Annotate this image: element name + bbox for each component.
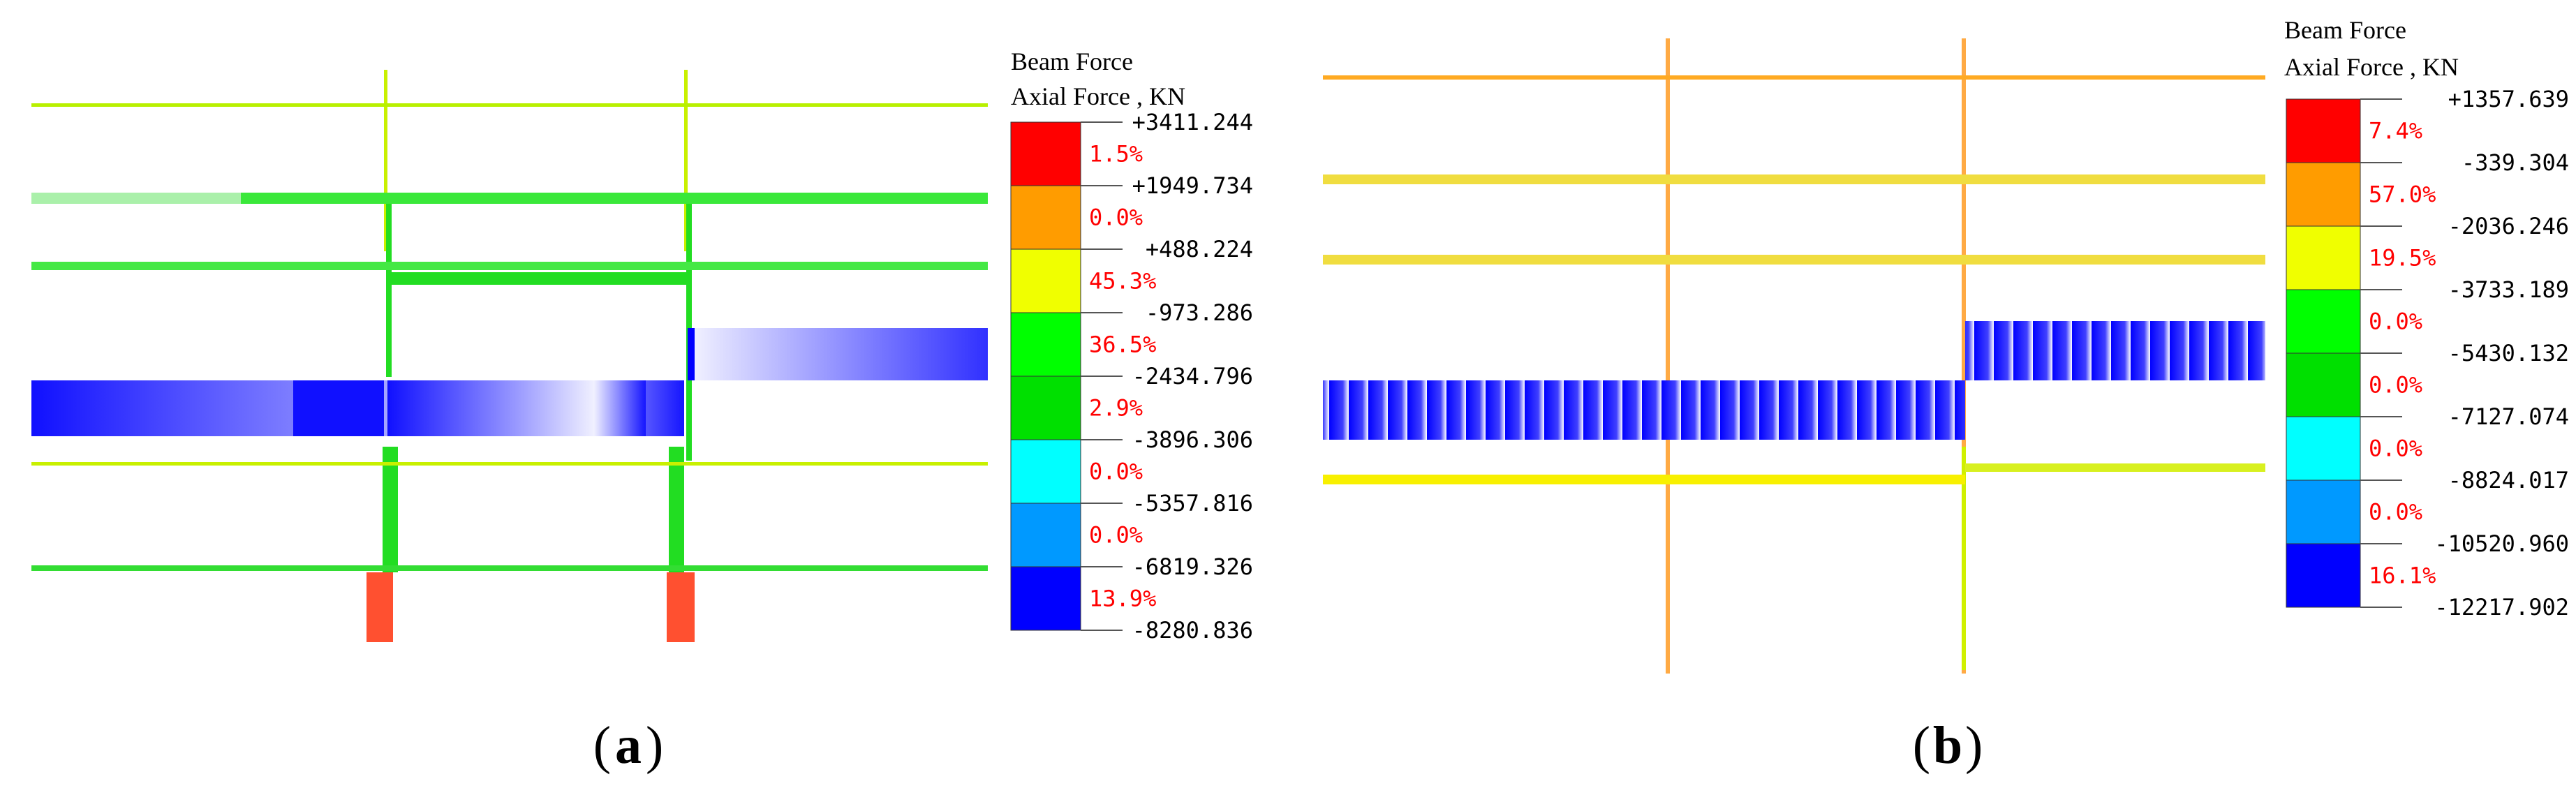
legend-b-percent: 7.4% [2369,118,2422,144]
legend-a-swatch [1010,185,1081,250]
legend-b: Beam Force Axial Force , KN +1357.639 -33… [2284,16,2569,620]
caption-b: ( b ) [1913,716,1983,775]
compression-block-b-left [1323,380,1965,440]
legend-b-value: -7127.074 [2448,403,2569,430]
legend-b-percent: 16.1% [2369,563,2436,589]
compression-block-left-2 [387,380,646,436]
panel-a-diagram [31,70,988,642]
compression-block-left-mid [293,380,384,436]
legend-a-swatch [1010,566,1081,631]
legend-a-percent: 45.3% [1089,268,1156,295]
compression-block-right-edge [688,328,695,380]
column-left-upper [384,70,387,251]
legend-a-value: -8280.836 [1132,617,1253,644]
legend-a-swatch [1010,503,1081,567]
legend-b-percent: 0.0% [2369,436,2422,462]
legend-a-percent: 1.5% [1089,141,1143,168]
beam-level-6 [31,565,988,571]
legend-b-swatch [2286,162,2361,227]
legend-b-value: -5430.132 [2448,340,2569,366]
legend-a-percent: 0.0% [1089,522,1143,549]
legend-a-value: -5357.816 [1132,490,1253,516]
legend-b-swatch [2286,225,2361,290]
tension-pile-right [667,572,695,642]
svg-text:(: ( [593,716,611,775]
legend-a-percent: 0.0% [1089,205,1143,231]
legend-b-swatch [2286,480,2361,544]
legend-b-percent: 19.5% [2369,245,2436,272]
beam-level-1 [31,103,988,107]
column-b-left [1666,38,1670,674]
legend-a-value: -973.286 [1146,299,1253,326]
legend-b-value: +1357.639 [2448,86,2569,112]
column-left-mid [386,195,392,377]
legend-a-value: +488.224 [1146,236,1253,262]
legend-b-value: -2036.246 [2448,213,2569,239]
caption-b-letter: b [1933,716,1962,775]
legend-b-value: -339.304 [2462,149,2569,176]
legend-b-percent: 0.0% [2369,308,2422,335]
caption-a-letter: a [615,716,642,775]
legend-a-title-2: Axial Force , KN [1011,82,1185,110]
svg-text:): ) [646,716,663,775]
legend-a: Beam Force Axial Force , KN +3411.244 +19… [1010,47,1253,644]
beam-level-5 [31,462,988,466]
legend-a-swatch [1010,439,1081,504]
beam-level-3 [31,262,988,270]
legend-b-percent: 57.0% [2369,181,2436,208]
column-b-right [1962,38,1966,674]
beam-b-level-3 [1323,255,2265,265]
legend-b-value: -10520.960 [2434,530,2569,557]
beam-level-3-ledge [387,272,688,285]
legend-b-swatch [2286,543,2361,608]
legend-b-percent: 0.0% [2369,372,2422,399]
legend-a-percent: 13.9% [1089,586,1156,612]
legend-a-percent: 2.9% [1089,395,1143,422]
tension-pile-left [367,572,393,642]
beam-level-2 [31,193,988,204]
legend-b-swatch [2286,98,2361,163]
legend-b-swatch [2286,289,2361,354]
beam-level-2-left [31,193,241,204]
column-left-lower [383,447,398,572]
column-b-right-lower [1962,447,1966,670]
beam-b-level-5-right [1965,463,2265,472]
legend-a-value: +3411.244 [1132,109,1253,135]
beam-b-level-5-left [1323,475,1965,484]
legend-b-value: -3733.189 [2448,276,2569,303]
compression-block-b-right [1965,321,2265,380]
legend-b-value: -8824.017 [2448,467,2569,493]
legend-a-value: +1949.734 [1132,172,1253,199]
caption-a: ( a ) [593,716,664,775]
legend-a-swatch [1010,248,1081,313]
legend-b-title-1: Beam Force [2284,16,2406,44]
beam-b-level-2 [1323,174,2265,184]
legend-b-value: -12217.902 [2434,594,2569,620]
legend-a-percent: 0.0% [1089,459,1143,485]
legend-a-percent: 36.5% [1089,332,1156,358]
legend-a-swatch [1010,121,1081,186]
legend-b-swatch [2286,352,2361,417]
panel-b-diagram [1323,38,2265,674]
column-right-upper [684,70,688,251]
legend-a-value: -6819.326 [1132,553,1253,580]
legend-a-value: -3896.306 [1132,426,1253,453]
legend-a-title-1: Beam Force [1011,47,1133,75]
legend-b-title-2: Axial Force , KN [2284,53,2459,81]
beam-b-level-1 [1323,75,2265,80]
legend-b-percent: 0.0% [2369,499,2422,526]
svg-text:): ) [1965,716,1983,775]
column-right-lower [669,447,684,572]
compression-block-right [688,328,988,380]
legend-a-swatch [1010,312,1081,377]
legend-a-value: -2434.796 [1132,363,1253,389]
legend-b-swatch [2286,416,2361,481]
legend-a-swatch [1010,376,1081,440]
svg-text:(: ( [1913,716,1930,775]
